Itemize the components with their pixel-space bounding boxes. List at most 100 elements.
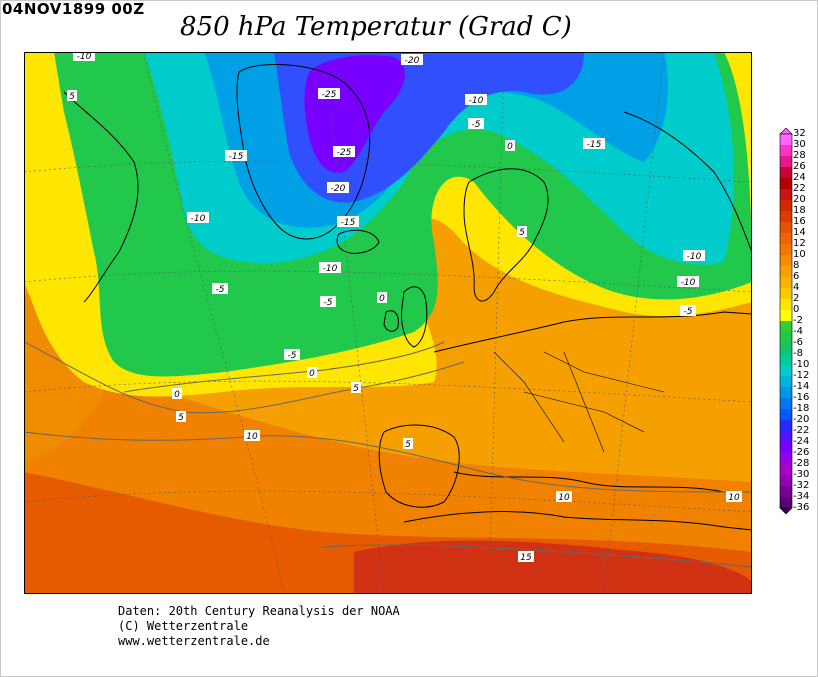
svg-text:-10: -10: [77, 52, 92, 62]
svg-text:-5: -5: [324, 298, 333, 308]
colorbar-bottom-arrow: [779, 507, 793, 515]
colorbar-segment: [780, 200, 792, 211]
colorbar-label: 18: [793, 205, 806, 216]
map-title: 850 hPa Temperatur (Grad C): [180, 12, 572, 42]
zone-south-red: [354, 540, 752, 594]
colorbar-segment: [780, 288, 792, 299]
colorbar-segment: [780, 211, 792, 222]
svg-text:-5: -5: [472, 120, 481, 130]
svg-text:0: 0: [309, 369, 315, 379]
isotherm-5: [24, 341, 465, 414]
svg-text:-15: -15: [341, 218, 356, 228]
svg-text:5: 5: [353, 384, 359, 394]
colorbar-segment: [780, 145, 792, 156]
colorbar-label: -26: [793, 447, 810, 458]
contour-label: -15: [225, 150, 247, 162]
colorbar-label: -14: [793, 381, 810, 392]
contour-label: -10: [319, 262, 341, 274]
colorbar-label: 24: [793, 172, 806, 183]
isotherm-15: [323, 544, 752, 568]
colorbar-frame: [779, 133, 793, 509]
contour-label: -10: [683, 250, 705, 262]
border-2: [543, 351, 665, 393]
contour-label: -5: [680, 305, 696, 317]
svg-text:-15: -15: [587, 140, 602, 150]
colorbar-label: -24: [793, 436, 810, 447]
contour-label: 0: [307, 367, 317, 379]
svg-text:10: 10: [246, 432, 258, 442]
contour-label: 0: [172, 388, 182, 400]
svg-text:-5: -5: [684, 307, 693, 317]
colorbar-label: 30: [793, 139, 806, 150]
gridline-1: [24, 160, 752, 183]
colorbar-label: -22: [793, 425, 810, 436]
colorbar-label: 26: [793, 161, 806, 172]
colorbar-label: -36: [793, 502, 810, 513]
colorbar-segment: [780, 310, 792, 321]
colorbar-segment: [780, 365, 792, 376]
svg-text:0: 0: [379, 294, 385, 304]
contour-label: -10: [187, 212, 209, 224]
colorbar-label: -32: [793, 480, 810, 491]
contour-label: -25: [318, 88, 340, 100]
svg-text:-10: -10: [323, 264, 338, 274]
colorbar-segment: [780, 354, 792, 365]
svg-text:-25: -25: [322, 90, 337, 100]
contour-label: 15: [518, 551, 534, 563]
date-label: 04NOV1899 00Z: [2, 0, 145, 18]
colorbar-label: 22: [793, 183, 806, 194]
contour-label: -5: [320, 296, 336, 308]
colorbar-label: 2: [793, 293, 800, 304]
colorbar-label: -6: [793, 337, 803, 348]
colorbar-segment: [780, 420, 792, 431]
ireland-coast: [383, 310, 399, 332]
colorbar-segment: [780, 156, 792, 167]
mediterranean-coast: [453, 471, 752, 493]
svg-text:-25: -25: [337, 148, 352, 158]
contour-label: -10: [465, 94, 487, 106]
colorbar-segment: [780, 431, 792, 442]
gridline-4: [24, 490, 752, 513]
colorbar-segment: [780, 233, 792, 244]
colorbar-segment: [780, 255, 792, 266]
colorbar-label: 32: [793, 128, 806, 139]
colorbar-segment: [780, 387, 792, 398]
colorbar-label: 4: [793, 282, 800, 293]
svg-text:-20: -20: [405, 56, 420, 66]
colorbar-segment: [780, 398, 792, 409]
gridline-8: [603, 52, 665, 594]
gridline-6: [323, 52, 385, 594]
svg-text:-5: -5: [216, 285, 225, 295]
colorbar-segment: [780, 167, 792, 178]
colorbar-label: -10: [793, 359, 810, 370]
contour-label: 5: [67, 90, 77, 102]
colorbar-top-arrow: [779, 128, 793, 135]
europe-coast: [433, 311, 752, 353]
contour-label: -5: [284, 349, 300, 361]
colorbar-label: 6: [793, 271, 800, 282]
colorbar-label: -20: [793, 414, 810, 425]
colorbar-label: 16: [793, 216, 806, 227]
colorbar-segment: [780, 475, 792, 486]
colorbar-segment: [780, 453, 792, 464]
iberia-coast: [378, 424, 460, 508]
contour-label: 10: [244, 430, 260, 442]
svg-text:10: 10: [558, 493, 570, 503]
svg-text:10: 10: [728, 493, 740, 503]
credit-website: www.wetterzentrale.de: [118, 634, 270, 648]
colorbar-label: -16: [793, 392, 810, 403]
isotherm-10: [24, 431, 752, 493]
svg-text:5: 5: [178, 413, 184, 423]
svg-text:15: 15: [520, 553, 532, 563]
colorbar-segment: [780, 178, 792, 189]
zone-west-warm: [24, 292, 104, 462]
svg-text:-10: -10: [681, 278, 696, 288]
border-4: [563, 351, 605, 453]
colorbar-segment: [780, 244, 792, 255]
svg-text:-5: -5: [288, 351, 297, 361]
svg-text:-10: -10: [469, 96, 484, 106]
contour-label: 5: [517, 226, 527, 238]
colorbar-label: -28: [793, 458, 810, 469]
colorbar-segment: [780, 376, 792, 387]
contour-label: -10: [677, 276, 699, 288]
